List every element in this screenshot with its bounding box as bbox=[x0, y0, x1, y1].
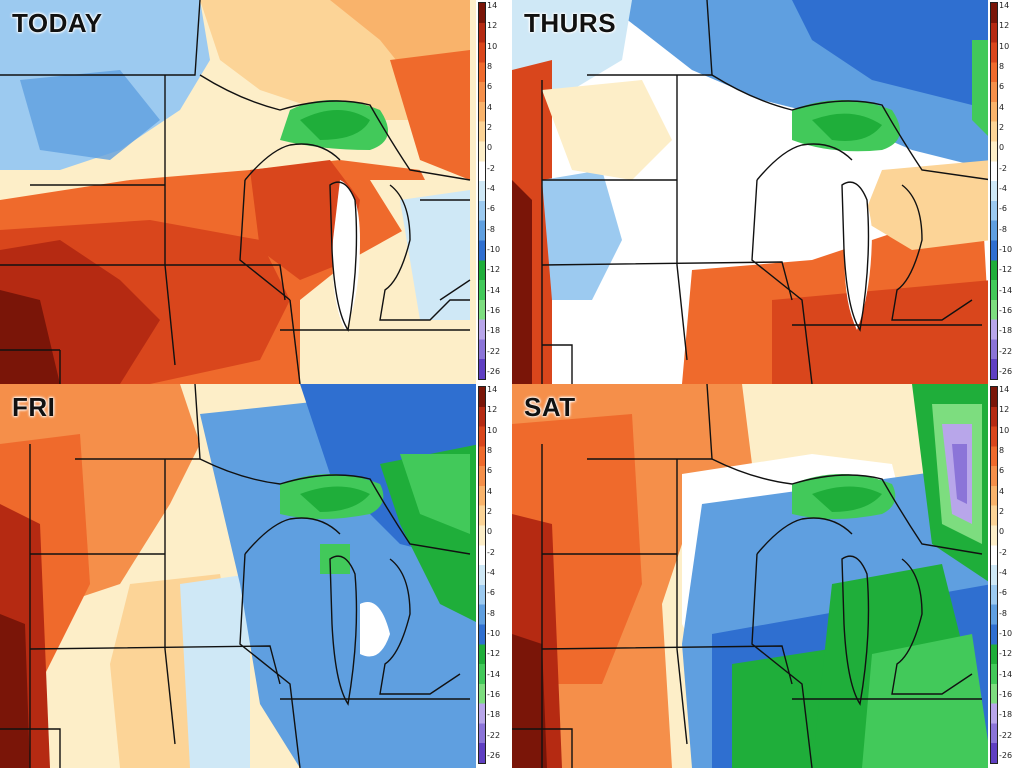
legend-tick-label: 2 bbox=[999, 123, 1005, 132]
legend-tick-label: -6 bbox=[999, 204, 1007, 214]
legend-color-bar bbox=[478, 2, 486, 380]
legend-tick-label: -10 bbox=[999, 629, 1013, 638]
legend-tick-label: 12 bbox=[999, 21, 1010, 31]
legend-color-bar bbox=[990, 386, 998, 764]
legend-tick-label: -8 bbox=[487, 224, 495, 234]
legend-tick-label: -26 bbox=[487, 751, 501, 760]
legend-tick-label: -14 bbox=[999, 669, 1013, 679]
legend-tick-label: 14 bbox=[487, 1, 498, 10]
legend-tick-label: -14 bbox=[999, 285, 1013, 295]
legend-tick-label: 2 bbox=[487, 123, 493, 132]
legend-tick-label: 8 bbox=[487, 446, 493, 455]
legend-tick-label: -6 bbox=[487, 204, 495, 214]
panel-label: TODAY bbox=[12, 8, 103, 38]
legend-tick-label: -12 bbox=[487, 265, 501, 275]
panel-label: THURS bbox=[524, 8, 617, 38]
legend-tick-label: -10 bbox=[487, 629, 501, 638]
legend-tick-label: 6 bbox=[487, 82, 493, 92]
temperature-legend: 14 12 10 8 6 4 2 0 -2 -4 -6 -8 -10 -12 -14 -16 -18 -22 -26 bbox=[476, 384, 512, 768]
legend-tick-label: -16 bbox=[487, 690, 501, 699]
legend-tick-label: 0 bbox=[999, 143, 1005, 153]
legend-tick-label: -4 bbox=[487, 568, 495, 577]
legend-tick-label: 12 bbox=[487, 405, 498, 415]
legend-tick-label: -10 bbox=[999, 245, 1013, 254]
legend-tick-label: -16 bbox=[999, 690, 1013, 699]
legend-tick-label: -18 bbox=[487, 710, 501, 720]
legend-tick-label: -22 bbox=[487, 346, 501, 356]
legend-tick-label: -8 bbox=[999, 608, 1007, 618]
legend-tick-label: 14 bbox=[487, 385, 498, 394]
legend-tick-label: 4 bbox=[487, 486, 493, 496]
legend-tick-label: -16 bbox=[999, 306, 1013, 315]
legend-color-bar bbox=[478, 386, 486, 764]
legend-tick-label: -4 bbox=[487, 184, 495, 193]
legend-tick-label: -26 bbox=[487, 367, 501, 376]
legend-tick-label: -22 bbox=[487, 730, 501, 740]
panel-today: TODAY 14 12 10 8 6 4 2 0 -2 -4 -6 -8 -10 -12 -14 -16 -18… bbox=[0, 0, 512, 384]
legend-tick-label: -22 bbox=[999, 346, 1013, 356]
legend-tick-label: 8 bbox=[487, 62, 493, 71]
legend-tick-label: -6 bbox=[487, 588, 495, 598]
legend-tick-label: -14 bbox=[487, 285, 501, 295]
temperature-legend: 14 12 10 8 6 4 2 0 -2 -4 -6 -8 -10 -12 -14 -16 -18 -22 -26 bbox=[476, 0, 512, 384]
legend-tick-label: 2 bbox=[487, 507, 493, 516]
legend-tick-label: 8 bbox=[999, 446, 1005, 455]
legend-tick-label: 0 bbox=[487, 527, 493, 537]
legend-tick-label: -8 bbox=[487, 608, 495, 618]
legend-tick-label: -26 bbox=[999, 367, 1013, 376]
legend-tick-label: -22 bbox=[999, 730, 1013, 740]
legend-tick-label: -2 bbox=[487, 163, 495, 173]
legend-tick-label: -6 bbox=[999, 588, 1007, 598]
panel-divider bbox=[508, 0, 512, 768]
legend-tick-label: 2 bbox=[999, 507, 1005, 516]
map-sat bbox=[512, 384, 1024, 768]
legend-tick-label: -18 bbox=[999, 710, 1013, 720]
legend-tick-label: 4 bbox=[999, 102, 1005, 112]
legend-tick-label: -10 bbox=[487, 245, 501, 254]
legend-tick-label: -2 bbox=[999, 547, 1007, 557]
panel-label: FRI bbox=[12, 392, 56, 422]
legend-tick-label: -16 bbox=[487, 306, 501, 315]
legend-tick-label: 10 bbox=[487, 425, 498, 435]
legend-tick-label: 4 bbox=[999, 486, 1005, 496]
legend-tick-label: -18 bbox=[999, 326, 1013, 336]
legend-tick-label: 10 bbox=[999, 425, 1010, 435]
panel-sat: SAT 14 12 10 8 6 4 2 0 -2 -4 -6 -8 -10 -12 -14 -16 -18 -2… bbox=[512, 384, 1024, 768]
map-fri bbox=[0, 384, 512, 768]
legend-tick-label: 0 bbox=[999, 527, 1005, 537]
map-thurs bbox=[512, 0, 1024, 384]
temperature-legend: 14 12 10 8 6 4 2 0 -2 -4 -6 -8 -10 -12 -14 -16 -18 -22 -26 bbox=[988, 384, 1024, 768]
legend-tick-label: 0 bbox=[487, 143, 493, 153]
legend-tick-label: 10 bbox=[487, 41, 498, 51]
legend-tick-label: 12 bbox=[999, 405, 1010, 415]
legend-tick-label: 4 bbox=[487, 102, 493, 112]
legend-tick-label: 6 bbox=[487, 466, 493, 476]
legend-tick-label: -2 bbox=[999, 163, 1007, 173]
legend-tick-label: 10 bbox=[999, 41, 1010, 51]
panel-thurs: THURS 14 12 10 8 6 4 2 0 -2 -4 -6 -8 -10 -12 -14 -16 -18… bbox=[512, 0, 1024, 384]
legend-tick-label: 6 bbox=[999, 466, 1005, 476]
panel-label: SAT bbox=[524, 392, 576, 422]
legend-tick-label: 14 bbox=[999, 1, 1010, 10]
map-today bbox=[0, 0, 512, 384]
legend-tick-label: -4 bbox=[999, 184, 1007, 193]
temperature-legend: 14 12 10 8 6 4 2 0 -2 -4 -6 -8 -10 -12 -14 -16 -18 -22 -26 bbox=[988, 0, 1024, 384]
legend-color-bar bbox=[990, 2, 998, 380]
legend-tick-label: 8 bbox=[999, 62, 1005, 71]
legend-tick-label: -2 bbox=[487, 547, 495, 557]
legend-tick-label: 14 bbox=[999, 385, 1010, 394]
panel-fri: FRI 14 12 10 8 6 4 2 0 -2 -4 -6 -8 -10 -12 -14 -16 -18 -2… bbox=[0, 384, 512, 768]
legend-tick-label: -8 bbox=[999, 224, 1007, 234]
legend-tick-label: -12 bbox=[999, 649, 1013, 659]
legend-tick-label: -12 bbox=[487, 649, 501, 659]
legend-tick-label: 12 bbox=[487, 21, 498, 31]
legend-tick-label: 6 bbox=[999, 82, 1005, 92]
legend-tick-label: -12 bbox=[999, 265, 1013, 275]
legend-tick-label: -14 bbox=[487, 669, 501, 679]
legend-tick-label: -18 bbox=[487, 326, 501, 336]
legend-tick-label: -4 bbox=[999, 568, 1007, 577]
legend-tick-label: -26 bbox=[999, 751, 1013, 760]
